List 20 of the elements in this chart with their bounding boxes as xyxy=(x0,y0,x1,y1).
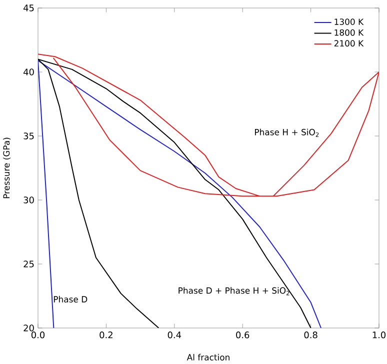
x-tick-label: 0.4 xyxy=(168,332,182,338)
x-tick-label: 0.6 xyxy=(236,332,250,338)
x-tick-label: 0.0 xyxy=(31,332,45,338)
x-tick-label: 0.2 xyxy=(100,332,112,338)
y-tick-label: 40 xyxy=(24,68,34,76)
y-axis-title: Pressure (GPa) xyxy=(3,138,11,198)
legend-label: 1300 K xyxy=(334,18,364,25)
x-axis-title: Al fraction xyxy=(186,354,230,360)
x-tick-label: 0.8 xyxy=(304,332,318,338)
y-tick-label: 30 xyxy=(24,196,34,204)
annotation: Phase D xyxy=(54,296,88,302)
annotation: Phase H + SiO$_{2}$ xyxy=(255,128,319,137)
y-tick-label: 45 xyxy=(24,4,34,12)
legend-label: 2100 K xyxy=(334,40,364,47)
legend-label: 1800 K xyxy=(334,29,364,36)
x-tick-label: 1.0 xyxy=(372,332,386,338)
annotation: Phase D + Phase H + SiO$_{2}$ xyxy=(178,287,290,296)
y-tick-label: 35 xyxy=(24,132,34,140)
y-tick-label: 20 xyxy=(24,324,34,332)
y-tick-label: 25 xyxy=(24,260,34,268)
